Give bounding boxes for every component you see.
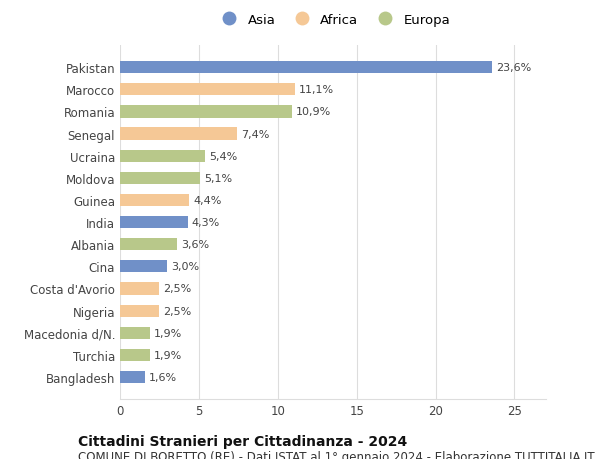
- Text: 5,1%: 5,1%: [205, 174, 233, 184]
- Legend: Asia, Africa, Europa: Asia, Africa, Europa: [216, 14, 450, 27]
- Text: 2,5%: 2,5%: [163, 306, 191, 316]
- Bar: [120, 173, 200, 185]
- Text: 3,6%: 3,6%: [181, 240, 209, 250]
- Bar: [120, 327, 150, 339]
- Text: 11,1%: 11,1%: [299, 85, 334, 95]
- Bar: [120, 106, 292, 118]
- Bar: [120, 305, 160, 317]
- Text: 23,6%: 23,6%: [496, 63, 532, 73]
- Text: 1,6%: 1,6%: [149, 372, 178, 382]
- Text: 2,5%: 2,5%: [163, 284, 191, 294]
- Bar: [120, 195, 190, 207]
- Bar: [120, 150, 205, 162]
- Bar: [120, 261, 167, 273]
- Text: 3,0%: 3,0%: [171, 262, 199, 272]
- Text: 10,9%: 10,9%: [296, 107, 331, 117]
- Text: Cittadini Stranieri per Cittadinanza - 2024: Cittadini Stranieri per Cittadinanza - 2…: [78, 434, 407, 448]
- Text: COMUNE DI BORETTO (RE) - Dati ISTAT al 1° gennaio 2024 - Elaborazione TUTTITALIA: COMUNE DI BORETTO (RE) - Dati ISTAT al 1…: [78, 450, 595, 459]
- Text: 7,4%: 7,4%: [241, 129, 269, 139]
- Text: 4,3%: 4,3%: [192, 218, 220, 228]
- Text: 1,9%: 1,9%: [154, 350, 182, 360]
- Bar: [120, 371, 145, 383]
- Bar: [120, 62, 493, 74]
- Text: 1,9%: 1,9%: [154, 328, 182, 338]
- Bar: [120, 283, 160, 295]
- Text: 4,4%: 4,4%: [193, 196, 222, 206]
- Bar: [120, 84, 295, 96]
- Bar: [120, 128, 237, 140]
- Text: 5,4%: 5,4%: [209, 151, 238, 162]
- Bar: [120, 349, 150, 361]
- Bar: [120, 217, 188, 229]
- Bar: [120, 239, 177, 251]
